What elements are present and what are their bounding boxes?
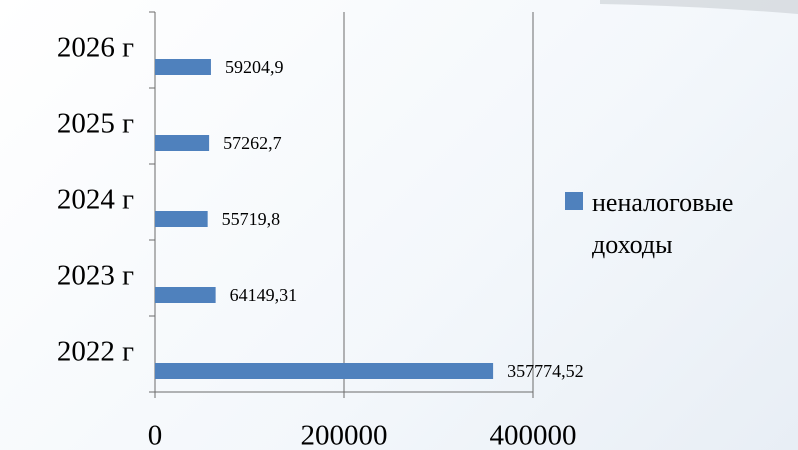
y-tick-label: 2023 г — [57, 260, 134, 292]
bar — [155, 287, 216, 303]
value-label: 55719,8 — [222, 209, 281, 229]
y-tick-label: 2025 г — [57, 108, 134, 140]
value-label: 64149,31 — [230, 285, 298, 305]
x-tick-label: 200000 — [301, 420, 388, 450]
bar — [155, 363, 494, 379]
y-tick-label: 2022 г — [57, 336, 134, 368]
x-tick-label: 400000 — [490, 420, 577, 450]
y-tick-label: 2026 г — [57, 32, 134, 64]
value-label: 357774,52 — [507, 361, 584, 381]
corner-shadow — [600, 0, 798, 14]
bar — [155, 211, 208, 227]
legend-swatch — [565, 192, 583, 210]
y-tick-label: 2024 г — [57, 184, 134, 216]
bar — [155, 59, 211, 75]
x-tick-label: 0 — [148, 420, 163, 450]
value-label: 59204,9 — [225, 57, 283, 77]
legend-label: неналоговые доходы — [592, 188, 734, 259]
bar — [155, 135, 210, 151]
value-label: 57262,7 — [223, 133, 282, 153]
